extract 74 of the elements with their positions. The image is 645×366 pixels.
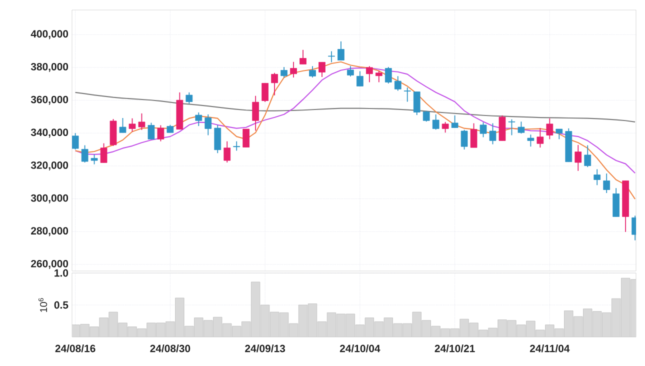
candlestick [375, 70, 382, 83]
candlestick [90, 154, 98, 165]
candlestick [574, 144, 582, 172]
y-tick-label: 280,000 [31, 227, 68, 236]
y-tick-label: 260,000 [31, 260, 68, 269]
y-tick-label: 360,000 [30, 96, 68, 105]
y-tick-label: 0.5 [54, 301, 68, 309]
candlestick [612, 188, 620, 218]
x-tick-label: 24/08/16 [55, 344, 96, 352]
candlestick [186, 92, 193, 104]
candlestick [394, 76, 402, 92]
candlestick [356, 70, 364, 87]
y-tick-label: 320,000 [30, 161, 68, 170]
candlestick [157, 124, 164, 142]
candlestick [546, 118, 554, 140]
y-tick-label: 400,000 [30, 30, 68, 40]
candlestick [432, 114, 440, 130]
candlestick [442, 121, 449, 134]
candlestick [460, 129, 468, 150]
candlestick [300, 49, 306, 65]
candlestick [594, 168, 601, 186]
candlestick [271, 72, 278, 96]
candlestick [527, 134, 534, 148]
candlestick [366, 66, 373, 83]
candlestick [470, 122, 478, 148]
candlestick [119, 118, 126, 134]
candlestick [110, 118, 117, 146]
x-tick-label: 24/11/04 [530, 344, 570, 352]
candlestick [195, 112, 202, 126]
candlestick [214, 124, 222, 154]
candlestick [233, 140, 240, 152]
candlestick [584, 144, 592, 168]
candlestick [518, 121, 525, 134]
candlestick [224, 140, 231, 163]
line-series [74, 67, 636, 174]
candlestick [262, 82, 268, 102]
x-tick-label: 24/08/30 [150, 344, 190, 352]
candlestick [100, 142, 108, 164]
x-tick-label: 24/09/13 [245, 344, 286, 352]
candlestick [384, 66, 392, 84]
y-tick-label: 300,000 [30, 194, 68, 204]
candlestick [338, 40, 344, 61]
candlestick [290, 61, 297, 78]
candlestick [81, 144, 88, 163]
candlestick [413, 91, 420, 116]
y-tick-label: 380,000 [30, 62, 68, 72]
candlestick [536, 128, 544, 148]
candlestick [404, 87, 411, 102]
candlestick [422, 110, 430, 122]
candlestick [489, 122, 496, 145]
candlestick [556, 128, 563, 140]
x-tick-label: 24/10/21 [434, 344, 475, 352]
candlestick [508, 118, 516, 136]
candlestick [480, 122, 487, 138]
line-series [74, 61, 636, 200]
x-tick-label: 24/10/04 [340, 344, 380, 352]
candlestick [204, 114, 212, 136]
candlestick [309, 66, 316, 78]
candlestick [148, 122, 155, 140]
candlestick [128, 118, 136, 132]
y-tick-label: 1.0 [54, 269, 68, 277]
candlestick [603, 173, 610, 194]
candlestick [252, 95, 259, 132]
candlestick [72, 132, 79, 150]
y-axis-title: 10$^{6}$ [38, 298, 48, 312]
y-tick-label: 340,000 [30, 128, 68, 138]
candlestick [138, 112, 146, 130]
candlestick [280, 66, 288, 78]
candlestick [242, 128, 250, 148]
candlestick [318, 62, 326, 78]
candlestick [498, 114, 506, 142]
candlestick [347, 66, 354, 77]
candlestick [328, 50, 335, 63]
candlestick [451, 114, 458, 128]
